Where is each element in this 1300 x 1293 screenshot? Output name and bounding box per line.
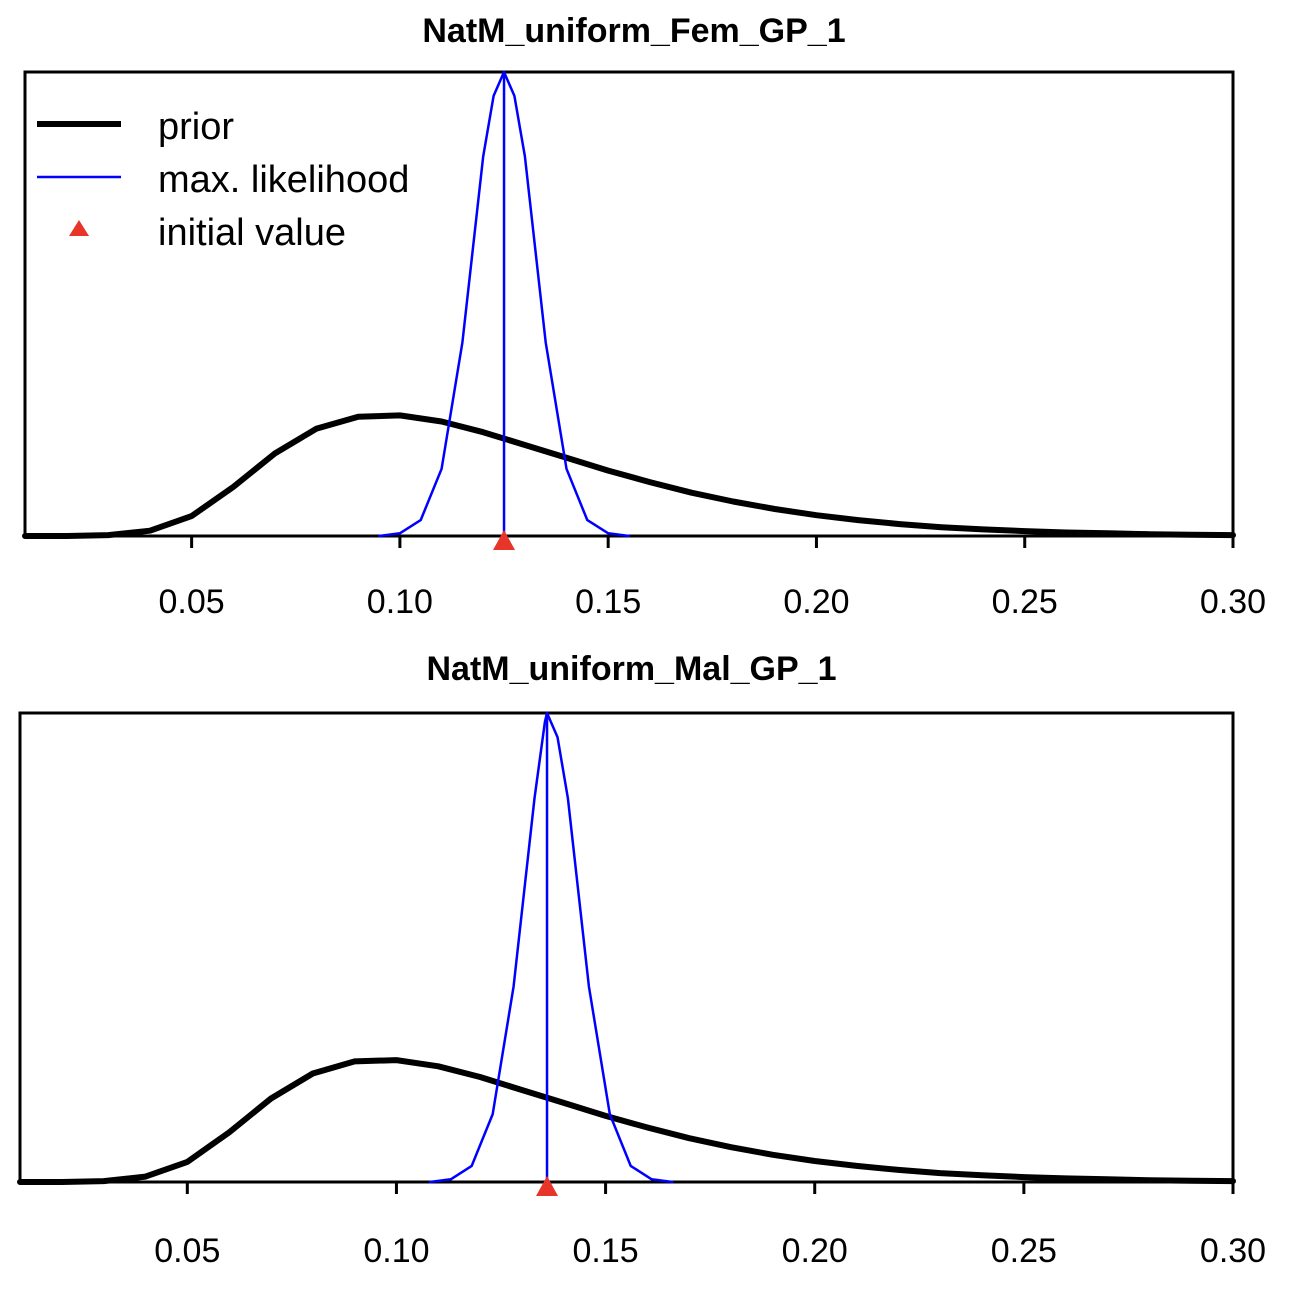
- x-tick-label: 0.25: [991, 1232, 1057, 1270]
- chart-title: NatM_uniform_Mal_GP_1: [427, 650, 837, 688]
- x-tick-label: 0.15: [572, 1232, 638, 1270]
- legend: prior max. likelihood initial value: [37, 106, 409, 254]
- initial-value-marker: [493, 530, 516, 550]
- legend-label: prior: [158, 106, 234, 148]
- x-tick-label: 0.05: [159, 583, 225, 621]
- legend-label: max. likelihood: [158, 159, 409, 201]
- x-tick-label: 0.10: [363, 1232, 429, 1270]
- plot-frame: [18, 711, 1235, 1184]
- chart-title: NatM_uniform_Fem_GP_1: [422, 12, 845, 50]
- chart-panel-1: NatM_uniform_Fem_GP_1 0.05 0.10 0.15 0.20 0.2…: [22, 12, 1266, 621]
- legend-swatch-initial: [69, 220, 89, 236]
- legend-label: initial value: [158, 212, 346, 254]
- x-tick-label: 0.20: [782, 1232, 848, 1270]
- chart-panel-2: NatM_uniform_Mal_GP_1 0.05 0.10 0.15 0.20 0.2…: [17, 650, 1266, 1270]
- x-tick-label: 0.05: [154, 1232, 220, 1270]
- x-tick-label: 0.25: [992, 583, 1058, 621]
- x-tick-label: 0.10: [367, 583, 433, 621]
- initial-value-marker: [536, 1176, 559, 1196]
- prior-curve: [22, 412, 1236, 539]
- x-tick-label: 0.15: [575, 583, 641, 621]
- x-tick-label: 0.30: [1200, 583, 1266, 621]
- x-tick-label: 0.30: [1200, 1232, 1266, 1270]
- mle-curve: [428, 711, 674, 1184]
- x-tick-label: 0.20: [783, 583, 849, 621]
- prior-curve: [17, 1057, 1236, 1185]
